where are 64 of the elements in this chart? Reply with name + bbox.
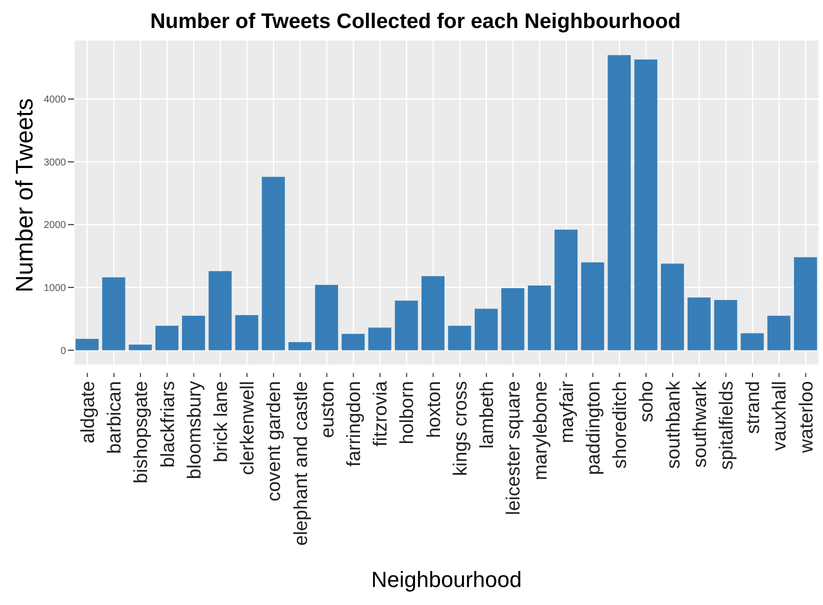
bar [76, 338, 99, 350]
bar [581, 262, 604, 350]
bar [767, 316, 790, 350]
y-tick-label: 4000 [44, 94, 66, 106]
x-tick-label: leicester square [504, 381, 525, 516]
bar [634, 59, 658, 350]
bar [102, 277, 126, 350]
x-tick-label: marylebone [530, 381, 552, 480]
chart-title: Number of Tweets Collected for each Neighbourhood [149, 10, 682, 34]
bar [155, 326, 178, 350]
x-tick-label: spitalfields [716, 381, 738, 470]
x-tick-label: bishopsgate [131, 381, 152, 484]
y-tick-label: 3000 [44, 157, 66, 168]
bar [342, 334, 365, 350]
x-tick-label: brick lane [210, 381, 232, 462]
x-tick-label: fitzrovia [370, 380, 392, 446]
bar [288, 342, 312, 350]
x-tick-label: blackfriars [158, 381, 179, 468]
bar [474, 308, 498, 350]
bar [235, 315, 258, 350]
x-tick-label: lambeth [477, 381, 498, 449]
x-tick-label: waterloo [796, 381, 818, 454]
x-axis-title: Neighbourhood [371, 567, 522, 592]
x-tick-label: euston [317, 381, 338, 438]
bar [368, 328, 392, 350]
bar [315, 284, 338, 350]
y-axis-title: Number of Tweets [12, 98, 39, 292]
bar [688, 297, 711, 350]
x-tick-label: farringdon [344, 381, 366, 467]
x-tick-label: soho [636, 381, 658, 422]
bar [660, 264, 684, 350]
bar [394, 300, 418, 350]
y-tick-label: 0 [60, 346, 66, 357]
x-tick-label: mayfair [556, 380, 578, 444]
x-tick-label: hoxton [424, 381, 445, 438]
x-tick-label: bloomsbury [184, 380, 206, 480]
x-tick-label: southwark [690, 380, 711, 468]
bar [448, 326, 472, 350]
x-tick-label: kings cross [450, 381, 472, 476]
x-tick-label: shoreditch [610, 381, 632, 469]
x-tick-label: holborn [397, 381, 418, 444]
bar [714, 300, 738, 350]
bar [740, 333, 764, 350]
y-tick-label: 2000 [44, 220, 66, 232]
bar [794, 257, 817, 350]
bar [501, 288, 524, 350]
x-tick-label: covent garden [264, 381, 286, 502]
bar [421, 276, 444, 350]
bar [262, 176, 285, 350]
x-tick-label: clerkenwell [238, 381, 259, 475]
bar [208, 271, 232, 350]
x-tick-label: vauxhall [770, 381, 791, 451]
bar [528, 286, 551, 350]
x-tick-label: paddington [583, 381, 604, 476]
y-tick-label: 1000 [44, 282, 66, 294]
bar [182, 316, 206, 350]
bar [608, 55, 631, 350]
x-tick-label: strand [743, 381, 764, 434]
bar [128, 344, 152, 350]
x-tick-label: southbank [663, 380, 684, 469]
x-tick-label: elephant and castle [290, 381, 312, 546]
x-tick-label: aldgate [78, 381, 99, 444]
bar [554, 230, 578, 350]
x-tick-label: barbican [104, 381, 126, 454]
